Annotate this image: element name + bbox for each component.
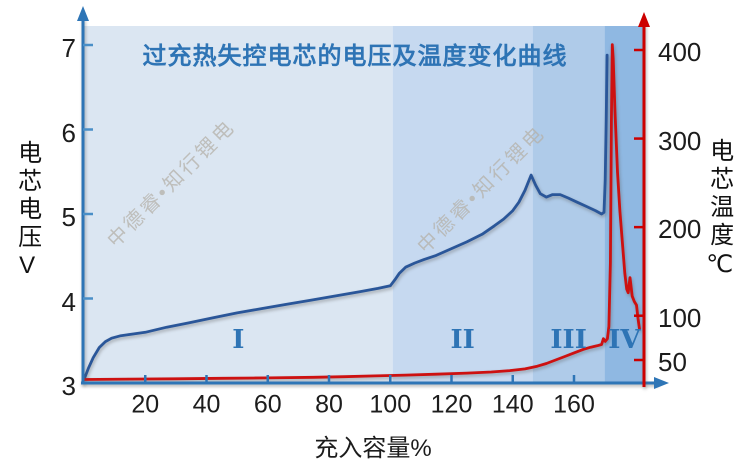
right-axis-title: 电芯温度℃ xyxy=(705,138,733,282)
voltage-curve xyxy=(82,53,609,382)
y-right-tick-label: 50 xyxy=(658,347,687,377)
left-axis-arrow-icon xyxy=(77,6,89,21)
left-axis-title: 电芯电压V xyxy=(13,140,41,283)
y-left-tick-label: 4 xyxy=(61,286,76,317)
x-tick-label: 160 xyxy=(553,390,595,419)
right-axis-arrow-icon xyxy=(638,12,650,27)
y-right-tick-label: 100 xyxy=(658,302,702,333)
y-right-tick-label: 200 xyxy=(658,214,702,245)
region-band-II xyxy=(392,26,533,382)
y-left-tick-label: 6 xyxy=(61,117,76,148)
x-tick-label: 120 xyxy=(430,390,473,419)
x-tick-label: 20 xyxy=(131,390,160,419)
bottom-axis-arrow-icon xyxy=(654,377,669,389)
y-right-tick-label: 400 xyxy=(658,37,702,67)
y-left-tick-label: 7 xyxy=(61,33,76,63)
region-band-III xyxy=(532,26,605,382)
y-left-tick-label: 3 xyxy=(61,371,76,401)
watermark-text-1: 中德睿•知行锂电 xyxy=(103,115,241,253)
x-axis-title: 充入容量% xyxy=(314,435,432,462)
y-right-tick-label: 300 xyxy=(658,125,702,156)
x-tick-label: 140 xyxy=(491,390,534,419)
temperature-curve xyxy=(82,43,641,381)
x-tick-label: 40 xyxy=(192,390,221,419)
region-label-III: III xyxy=(550,325,587,355)
watermark-text-2: 中德睿•知行锂电 xyxy=(413,121,551,259)
region-label-II: II xyxy=(450,325,475,355)
y-left-tick-label: 5 xyxy=(61,202,76,232)
x-tick-label: 60 xyxy=(253,390,282,419)
chart-title: 过充热失控电芯的电压及温度变化曲线 xyxy=(142,43,568,70)
region-label-I: I xyxy=(232,325,245,355)
region-label-IV: IV xyxy=(608,325,641,355)
x-tick-label: 80 xyxy=(315,390,343,419)
region-band-IV xyxy=(604,26,645,382)
x-tick-label: 100 xyxy=(369,390,412,419)
region-band-I xyxy=(84,26,393,382)
